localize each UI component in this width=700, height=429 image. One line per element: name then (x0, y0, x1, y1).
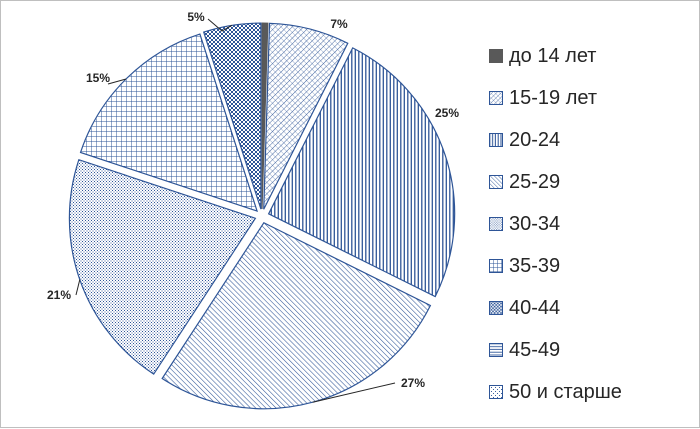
legend-swatch (489, 49, 503, 63)
legend-label: 20-24 (509, 128, 561, 151)
pie-slice-4 (68, 158, 257, 375)
leader-line-4 (75, 279, 81, 296)
legend-swatch (489, 217, 503, 231)
pie-slice-2 (267, 47, 456, 298)
data-label-4: 21% (47, 288, 71, 302)
legend-label: 45-49 (509, 338, 561, 361)
legend-swatch (489, 91, 503, 105)
pie-slice-1 (263, 22, 349, 210)
data-label-2: 25% (435, 106, 459, 120)
legend-swatch (489, 301, 503, 315)
legend-item: 35-39 (489, 245, 694, 287)
legend-swatch (489, 175, 503, 189)
legend-label: 15-19 лет (509, 86, 597, 109)
legend-swatch (489, 133, 503, 147)
legend-item: 45-49 (489, 329, 694, 371)
leader-line-3 (312, 382, 396, 403)
legend-item: 25-29 (489, 161, 694, 203)
data-label-5: 15% (86, 71, 110, 85)
legend-label: 30-34 (509, 212, 561, 235)
data-label-6: 5% (187, 10, 205, 24)
legend-label: 25-29 (509, 170, 561, 193)
pie-slice-0 (261, 22, 269, 210)
legend-swatch (489, 343, 503, 357)
legend-item: 50 и старше (489, 371, 694, 413)
legend-item: 20-24 (489, 119, 694, 161)
legend-label: 40-44 (509, 296, 561, 319)
legend: до 14 лет 15-19 лет 20-24 25-29 30-34 35-39 40… (489, 35, 694, 413)
legend-label: 35-39 (509, 254, 561, 277)
data-label-1: 7% (330, 17, 348, 31)
legend-label: 50 и старше (509, 380, 622, 403)
legend-label: до 14 лет (509, 44, 597, 67)
leader-line-5 (107, 78, 127, 85)
legend-item: до 14 лет (489, 35, 694, 77)
legend-swatch (489, 259, 503, 273)
legend-item: 40-44 (489, 287, 694, 329)
legend-item: 30-34 (489, 203, 694, 245)
leader-line-6 (207, 18, 233, 32)
legend-item: 15-19 лет (489, 77, 694, 119)
legend-swatch (489, 385, 503, 399)
data-label-3: 27% (401, 376, 425, 390)
